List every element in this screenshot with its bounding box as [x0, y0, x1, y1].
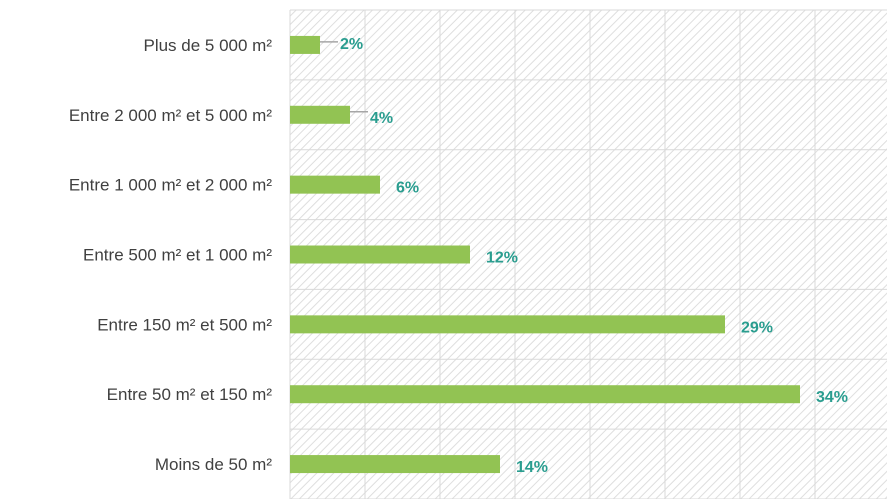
data-labels: 2% 4% 6% 12% 29% 34% 14% [340, 36, 848, 476]
category-label: Entre 50 m² et 150 m² [107, 385, 273, 404]
data-label: 12% [486, 250, 518, 267]
bar [290, 385, 800, 404]
bar [290, 245, 470, 264]
leader-lines [320, 41, 368, 113]
data-label: 2% [340, 36, 363, 53]
data-label: 29% [741, 319, 773, 336]
category-label: Moins de 50 m² [155, 455, 272, 474]
grid-lines [289, 9, 887, 499]
bars [290, 35, 800, 474]
bar [290, 35, 320, 54]
category-label: Plus de 5 000 m² [143, 36, 272, 55]
category-label: Entre 1 000 m² et 2 000 m² [69, 176, 272, 195]
category-label: Entre 150 m² et 500 m² [97, 315, 272, 334]
bar [290, 315, 725, 334]
bar [290, 175, 380, 194]
data-label: 34% [816, 389, 848, 406]
data-label: 4% [370, 110, 393, 127]
category-label: Entre 2 000 m² et 5 000 m² [69, 106, 272, 125]
data-label: 14% [516, 459, 548, 476]
bar [290, 455, 500, 474]
bar [290, 105, 350, 124]
data-label: 6% [396, 180, 419, 197]
category-labels: Plus de 5 000 m² Entre 2 000 m² et 5 000 … [69, 36, 272, 474]
category-label: Entre 500 m² et 1 000 m² [83, 246, 272, 265]
